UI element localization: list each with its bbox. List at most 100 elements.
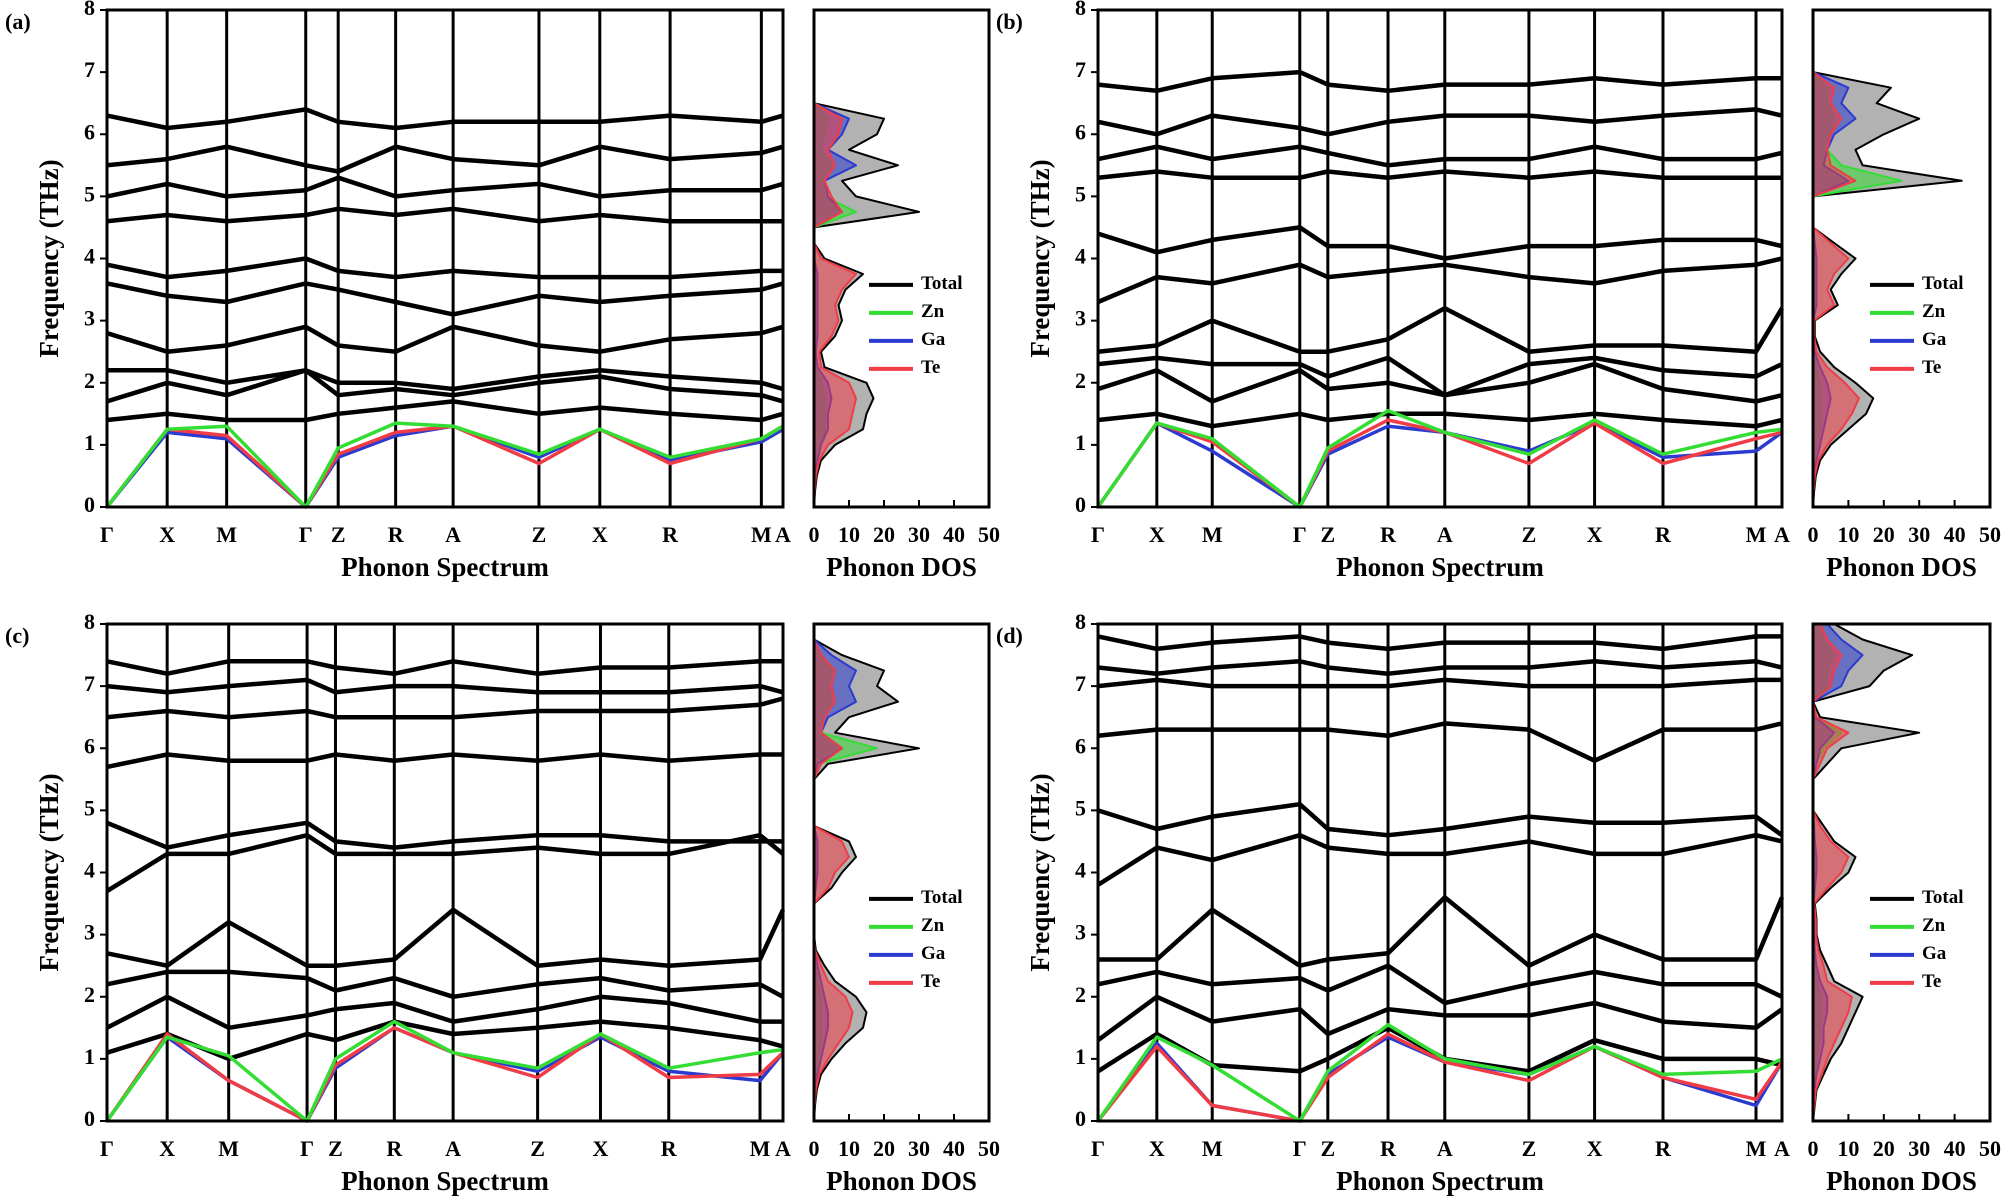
x-tick-label: 20 <box>873 522 895 547</box>
x-tick-label: Z <box>1320 522 1335 547</box>
band-line <box>106 820 783 850</box>
legend-label: Zn <box>921 301 945 322</box>
y-tick-label: 0 <box>84 492 95 517</box>
band-line <box>1097 721 1783 763</box>
y-tick-label: 4 <box>84 858 95 883</box>
band-line <box>105 424 784 509</box>
legend-label: Te <box>921 357 940 378</box>
plot-frame <box>1811 622 1992 1123</box>
x-tick-label: M <box>1202 1136 1223 1161</box>
x-tick-label: 40 <box>943 522 965 547</box>
band-line <box>106 677 784 695</box>
x-tick-label: Z <box>532 522 547 547</box>
y-tick-label: 8 <box>84 0 95 20</box>
y-tick-label: 1 <box>1075 430 1086 455</box>
band-line <box>105 421 784 509</box>
band-line <box>106 107 784 131</box>
x-tick-label: 0 <box>809 522 820 547</box>
y-tick-label: 0 <box>1075 492 1086 517</box>
band-line <box>1096 418 1783 509</box>
legend-label: Te <box>1922 357 1941 378</box>
band-line <box>1097 411 1783 429</box>
y-tick-label: 6 <box>84 733 95 758</box>
x-tick-label: Γ <box>1293 522 1307 547</box>
band-line <box>1096 1025 1783 1074</box>
x-tick-label: M <box>218 1136 239 1161</box>
x-tick-label: M <box>1202 522 1223 547</box>
y-tick-label: 1 <box>1075 1044 1086 1069</box>
y-tick-label: 4 <box>1075 244 1086 269</box>
panel-label: (c) <box>5 623 29 648</box>
x-tick-label: 0 <box>1808 522 1819 547</box>
y-tick-label: 8 <box>1075 609 1086 634</box>
plot-frame <box>1096 8 1784 509</box>
x-tick-label: A <box>1774 522 1790 547</box>
band-line <box>1097 69 1782 94</box>
band-line <box>1097 144 1783 168</box>
band-line <box>106 256 783 280</box>
x-tick-label: A <box>1437 1136 1453 1161</box>
band-line <box>1097 169 1782 180</box>
x-tick-label: 10 <box>838 522 860 547</box>
x-axis-label: Phonon DOS <box>1826 552 1977 582</box>
x-tick-label: R <box>1655 1136 1672 1161</box>
x-tick-label: Γ <box>100 1136 114 1161</box>
band-line <box>105 832 785 894</box>
x-tick-label: R <box>1380 1136 1397 1161</box>
band-line <box>106 659 783 676</box>
band-line <box>1097 305 1784 354</box>
y-tick-label: 3 <box>1075 920 1086 945</box>
x-tick-label: X <box>1149 1136 1165 1161</box>
y-tick-label: 8 <box>1075 0 1086 20</box>
y-tick-label: 5 <box>84 795 95 820</box>
x-axis-label: Phonon DOS <box>826 1166 977 1196</box>
x-tick-label: R <box>386 1136 403 1161</box>
band-line <box>1098 895 1785 968</box>
x-tick-label: 50 <box>978 522 1000 547</box>
x-tick-label: Z <box>1320 1136 1335 1161</box>
band-line <box>106 1019 784 1062</box>
x-tick-label: A <box>775 522 791 547</box>
x-tick-label: 20 <box>1873 1136 1895 1161</box>
y-tick-label: 4 <box>84 244 95 269</box>
legend-label: Zn <box>921 915 945 936</box>
dos-area <box>1812 9 1860 508</box>
plot-frame <box>105 8 785 509</box>
x-tick-label: X <box>1587 522 1603 547</box>
x-tick-label: Γ <box>300 1136 314 1161</box>
x-tick-label: 20 <box>873 1136 895 1161</box>
y-tick-label: 6 <box>84 119 95 144</box>
x-tick-label: Z <box>530 1136 545 1161</box>
x-tick-label: R <box>662 522 679 547</box>
x-tick-label: R <box>1380 522 1397 547</box>
x-tick-label: Γ <box>1091 1136 1105 1161</box>
x-tick-label: 50 <box>978 1136 1000 1161</box>
x-tick-label: 50 <box>1979 1136 2001 1161</box>
legend-label: Total <box>921 887 963 908</box>
x-axis-label: Phonon DOS <box>1826 1166 1977 1196</box>
x-tick-label: X <box>1587 1136 1603 1161</box>
x-axis-label: Phonon DOS <box>826 552 977 582</box>
panel-label: (b) <box>996 9 1023 34</box>
band-line <box>1096 832 1783 887</box>
x-tick-label: 50 <box>1979 522 2001 547</box>
legend-label: Ga <box>921 943 946 964</box>
plot-frame <box>1096 622 1784 1123</box>
band-line <box>1097 634 1782 652</box>
dos-area <box>1812 623 1853 1122</box>
x-axis-label: Phonon Spectrum <box>341 552 549 582</box>
y-tick-label: 7 <box>84 57 95 82</box>
x-tick-label: 0 <box>809 1136 820 1161</box>
x-tick-label: Z <box>1522 1136 1537 1161</box>
band-line <box>106 696 784 720</box>
plot-frame <box>812 8 991 509</box>
x-tick-label: A <box>445 522 461 547</box>
x-tick-label: Z <box>1522 522 1537 547</box>
x-tick-label: M <box>751 522 772 547</box>
y-axis-label: Frequency (THz) <box>34 773 64 971</box>
x-tick-label: A <box>775 1136 791 1161</box>
x-tick-label: X <box>159 1136 175 1161</box>
band-line <box>106 144 784 174</box>
x-tick-label: Z <box>328 1136 343 1161</box>
